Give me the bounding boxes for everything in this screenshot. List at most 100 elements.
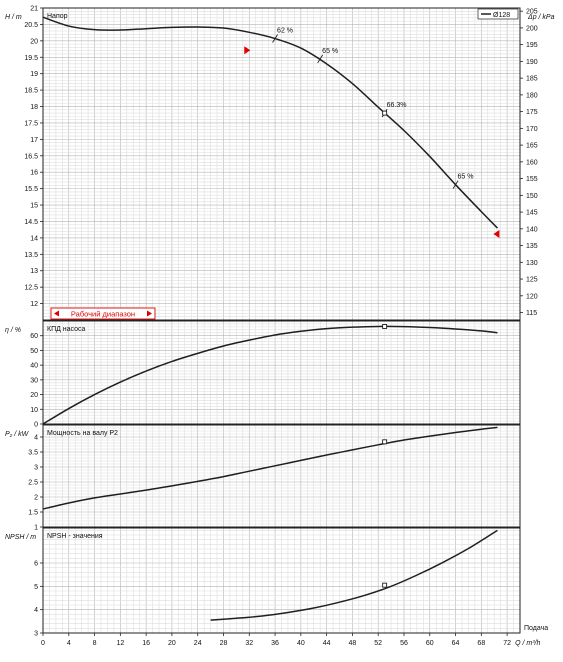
efficiency-mark-label: 62 % — [277, 28, 293, 35]
x-tick-label: 16 — [142, 640, 150, 647]
x-tick-label: 64 — [452, 640, 460, 647]
y-right-tick-label: 125 — [526, 277, 538, 284]
y-tick-label: 19.5 — [24, 55, 38, 62]
efficiency-mark-tick — [452, 180, 459, 189]
y-right-tick-label: 200 — [526, 25, 538, 32]
y-tick-label: 18.5 — [24, 88, 38, 95]
y-right-tick-label: 145 — [526, 210, 538, 217]
panel-frame — [42, 424, 521, 528]
legend-box — [477, 8, 519, 20]
y-axis-label: η / % — [5, 327, 21, 334]
y-tick-label: 12 — [30, 301, 38, 308]
y-tick-label: 30 — [30, 377, 38, 384]
x-tick-label: 60 — [426, 640, 434, 647]
operating-range-box — [50, 307, 156, 320]
y-tick-label: 3.5 — [28, 450, 38, 457]
series-line-npsh-0 — [210, 529, 498, 621]
y-tick-label: 20 — [30, 38, 38, 45]
panel-efficiency — [40, 320, 521, 425]
y-tick-label: 60 — [30, 333, 38, 340]
efficiency-mark-label: 65 % — [322, 48, 338, 55]
y-right-tick-label: 155 — [526, 176, 538, 183]
x-axis-end-note: Подача — [524, 625, 548, 632]
y-right-tick-label: 150 — [526, 193, 538, 200]
operating-range-label: Рабочий диапазон — [71, 309, 135, 318]
operating-range-right-arrow-icon — [147, 310, 152, 317]
y-right-tick-label: 205 — [526, 9, 538, 16]
y-right-tick-label: 115 — [526, 310, 537, 317]
y-right-tick-label: 165 — [526, 143, 538, 150]
y-tick-label: 3 — [34, 465, 38, 472]
duty-point-marker — [382, 110, 388, 116]
duty-point-marker — [382, 439, 388, 445]
y-tick-label: 13 — [30, 268, 38, 275]
x-tick-label: 4 — [67, 640, 71, 647]
y-tick-label: 2 — [34, 495, 38, 502]
y-axis-label: P₂ / kW — [5, 431, 30, 438]
series-line-efficiency-0 — [42, 325, 498, 425]
y-tick-label: 18 — [30, 104, 38, 111]
y-tick-label: 16.5 — [24, 153, 38, 160]
y-tick-label: 19 — [30, 71, 38, 78]
y-right-tick-label: 140 — [526, 226, 538, 233]
y-tick-label: 1 — [34, 525, 38, 532]
panel-title: Мощность на валу P2 — [47, 430, 118, 437]
y-tick-label: 2.5 — [28, 480, 38, 487]
y-tick-label: 21 — [30, 6, 38, 13]
efficiency-mark-tick — [272, 34, 278, 43]
y-tick-label: 10 — [30, 407, 38, 414]
panel-frame — [42, 7, 521, 321]
x-tick-label: 0 — [41, 640, 45, 647]
x-tick-label: 48 — [349, 640, 357, 647]
panel-title: NPSH - значения — [47, 533, 103, 540]
x-axis-label: Q / m³/h — [515, 640, 540, 647]
y-tick-label: 1.5 — [28, 510, 38, 517]
panel-head — [40, 7, 523, 321]
y-tick-label: 40 — [30, 363, 38, 370]
y-right-tick-label: 130 — [526, 260, 538, 267]
efficiency-mark-tick — [317, 54, 324, 64]
panel-frame — [42, 320, 521, 425]
y-right-tick-label: 195 — [526, 42, 538, 49]
efficiency-mark-label: 66.3% — [387, 102, 407, 109]
x-tick-label: 68 — [477, 640, 485, 647]
x-tick-label: 20 — [168, 640, 176, 647]
y-tick-label: 20 — [30, 392, 38, 399]
y-tick-label: 4 — [34, 607, 38, 614]
x-tick-label: 56 — [400, 640, 408, 647]
y-right-axis-label: Δp / kPa — [527, 14, 555, 21]
y-axis-label: NPSH / m — [5, 534, 36, 541]
operating-range-start-marker — [244, 46, 251, 55]
legend-entry: Ø128 — [493, 12, 510, 19]
y-right-tick-label: 160 — [526, 159, 538, 166]
operating-range-end-marker — [493, 230, 500, 239]
y-tick-label: 17.5 — [24, 120, 38, 127]
x-tick-label: 72 — [503, 640, 511, 647]
y-tick-label: 20.5 — [24, 22, 38, 29]
y-right-tick-label: 170 — [526, 126, 538, 133]
x-tick-label: 8 — [93, 640, 97, 647]
y-tick-label: 6 — [34, 561, 38, 568]
y-right-tick-label: 175 — [526, 109, 538, 116]
x-tick-label: 12 — [116, 640, 124, 647]
x-tick-label: 36 — [271, 640, 279, 647]
x-tick-label: 40 — [297, 640, 305, 647]
x-tick-label: 32 — [245, 640, 253, 647]
y-right-tick-label: 190 — [526, 59, 538, 66]
y-tick-label: 4 — [34, 435, 38, 442]
panel-power — [40, 424, 521, 528]
x-tick-label: 44 — [323, 640, 331, 647]
y-tick-label: 5 — [34, 584, 38, 591]
y-tick-label: 17 — [30, 137, 38, 144]
x-tick-label: 52 — [374, 640, 382, 647]
y-axis-label: H / m — [5, 14, 22, 21]
y-tick-label: 3 — [34, 631, 38, 638]
y-right-tick-label: 120 — [526, 293, 538, 300]
y-tick-label: 13.5 — [24, 252, 38, 259]
duty-point-marker — [382, 582, 388, 588]
y-tick-label: 14.5 — [24, 219, 38, 226]
y-tick-label: 14 — [30, 235, 38, 242]
duty-point-marker — [382, 323, 388, 329]
